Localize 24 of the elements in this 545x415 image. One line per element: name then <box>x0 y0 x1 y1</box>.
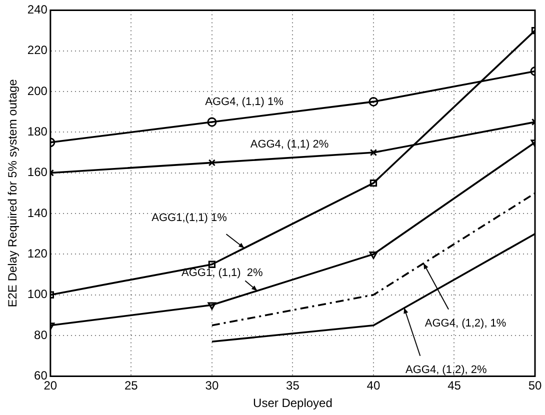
y-tick-label: 160 <box>27 165 48 180</box>
y-tick-label: 120 <box>27 246 48 261</box>
x-tick-label: 30 <box>205 378 219 393</box>
y-tick-label: 80 <box>34 328 48 342</box>
y-tick-label: 180 <box>27 124 48 139</box>
x-tick-label: 35 <box>286 378 300 393</box>
x-tick-label: 50 <box>528 378 542 393</box>
y-axis-title: E2E Delay Required for 5% system outage <box>6 78 20 308</box>
annotation: AGG4, (1,1) 1% <box>205 96 284 108</box>
x-tick-label: 40 <box>366 378 380 393</box>
y-tick-label: 240 <box>27 2 48 17</box>
annotation: AGG1,(1,1) 1% <box>152 212 228 224</box>
x-axis-title: User Deployed <box>253 396 332 410</box>
annotation: AGG4, (1,2), 2% <box>406 364 488 376</box>
y-tick-label: 100 <box>27 287 48 302</box>
x-tick-label: 25 <box>124 378 138 393</box>
y-tick-label: 200 <box>27 84 48 98</box>
x-tick-label: 20 <box>44 378 58 393</box>
annotation: AGG4, (1,1) 2% <box>250 138 329 151</box>
y-tick-label: 140 <box>27 206 48 220</box>
annotation: AGG4, (1,2), 1% <box>424 317 506 330</box>
x-tick-label: 45 <box>448 378 462 393</box>
annotation: AGG1, (1,1) 2% <box>182 266 264 279</box>
y-tick-label: 220 <box>27 43 48 58</box>
